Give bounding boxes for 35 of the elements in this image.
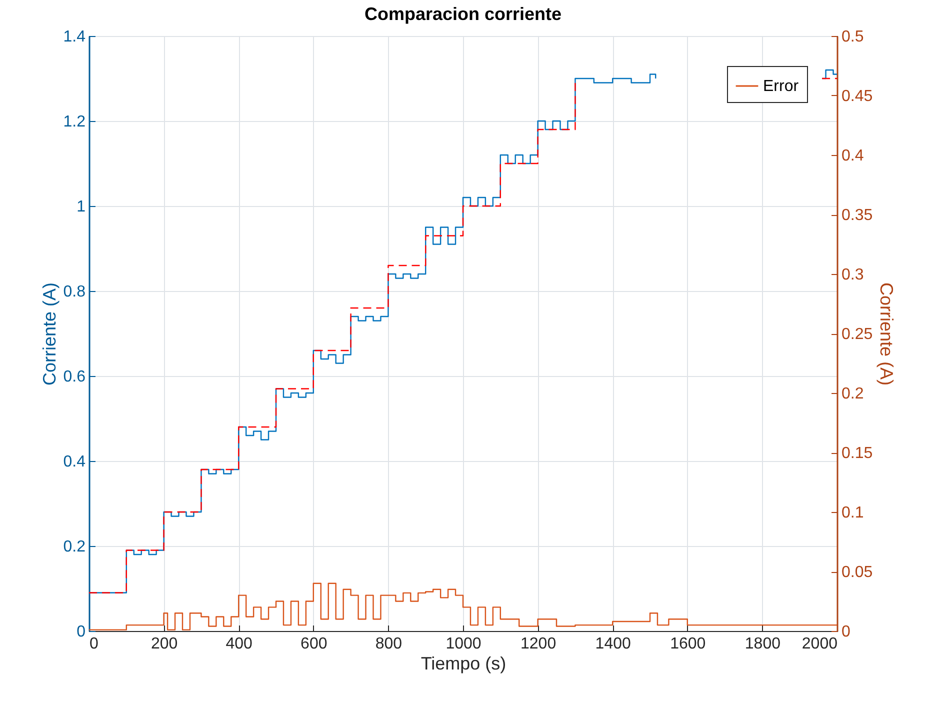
legend-label: Error	[763, 78, 800, 95]
y2-tick-label: 0.5	[842, 28, 864, 46]
y2-tick-label: 0.25	[842, 326, 873, 343]
y2-tick-label: 0.1	[842, 504, 864, 522]
y-tick-label: 0.6	[63, 368, 86, 386]
y-tick-label: 1	[76, 198, 86, 216]
x-tick-label: 1600	[670, 636, 706, 652]
x-tick-label: 400	[226, 636, 253, 652]
x-axis-title: Tiempo (s)	[420, 654, 506, 674]
x-tick-label: 2000	[802, 636, 838, 652]
y2-tick-label: 0.05	[842, 564, 873, 581]
x-tick-label: 1000	[446, 636, 482, 652]
x-tick-label: 600	[300, 636, 328, 652]
y-tick-label: 0.4	[63, 454, 86, 470]
y2-axis-title: Corriente (A)	[876, 282, 897, 386]
y-tick-label: 0.8	[63, 284, 86, 300]
y2-tick-label: 0.15	[842, 445, 873, 462]
y2-tick-label: 0.4	[842, 148, 864, 164]
x-tick-label: 1800	[744, 636, 781, 652]
y-tick-label: 1.4	[63, 28, 86, 46]
x-tick-label: 1400	[595, 636, 631, 652]
x-tick-label: 1200	[520, 636, 556, 652]
y2-tick-label: 0.2	[842, 386, 864, 402]
y2-tick-label: 0	[842, 624, 850, 640]
y2-tick-label: 0.35	[842, 207, 873, 224]
y2-tick-label: 0.3	[842, 266, 864, 284]
y-tick-label: 0	[76, 624, 86, 640]
x-tick-label: 200	[150, 636, 178, 652]
y-tick-label: 1.2	[63, 114, 86, 130]
x-tick-label: 800	[375, 636, 402, 652]
y2-tick-label: 0.45	[842, 88, 873, 105]
x-tick-label: 0	[90, 636, 98, 652]
y-axis-title: Corriente (A)	[39, 282, 60, 386]
y-tick-label: 0.2	[63, 538, 86, 556]
chart-title: Comparacion corriente	[364, 4, 562, 24]
